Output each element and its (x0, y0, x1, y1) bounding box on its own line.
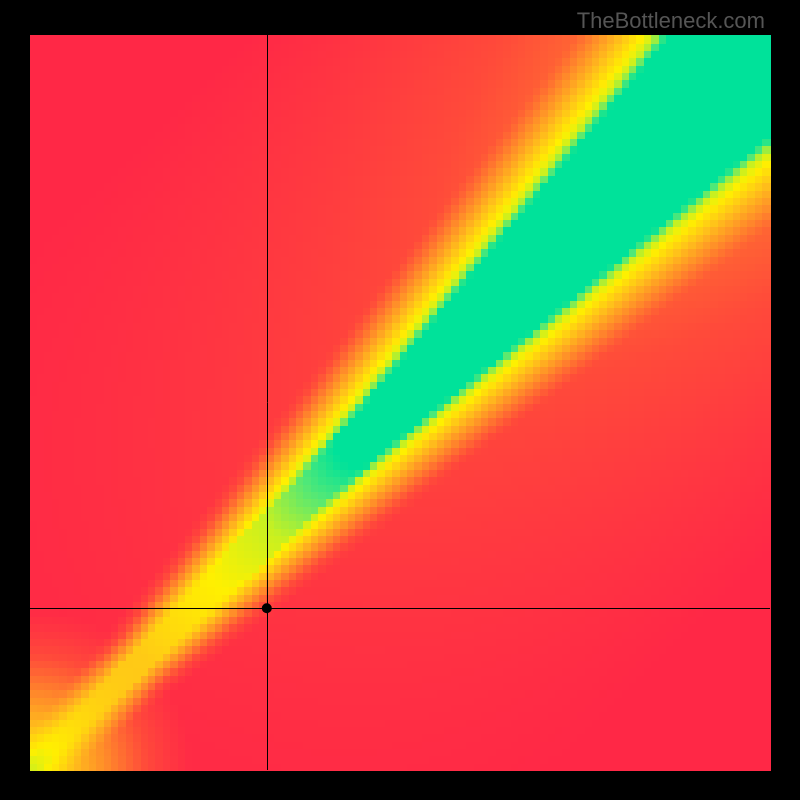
watermark-text: TheBottleneck.com (577, 8, 765, 34)
bottleneck-heatmap (0, 0, 800, 800)
